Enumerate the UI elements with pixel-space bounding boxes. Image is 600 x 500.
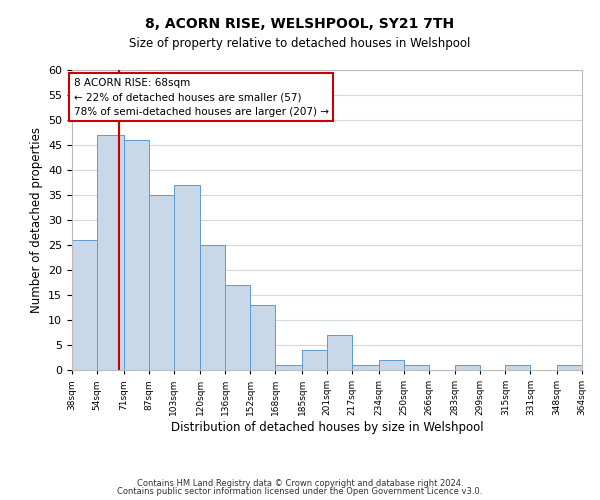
- Bar: [505, 365, 530, 370]
- Y-axis label: Number of detached properties: Number of detached properties: [29, 127, 43, 313]
- Bar: [327, 335, 352, 370]
- Bar: [557, 365, 582, 370]
- Bar: [149, 195, 173, 370]
- Bar: [302, 350, 327, 370]
- Bar: [124, 140, 149, 370]
- Bar: [97, 135, 124, 370]
- Bar: [404, 365, 428, 370]
- Bar: [200, 245, 226, 370]
- Bar: [72, 240, 97, 370]
- Bar: [173, 185, 200, 370]
- Bar: [455, 365, 481, 370]
- X-axis label: Distribution of detached houses by size in Welshpool: Distribution of detached houses by size …: [170, 421, 484, 434]
- Text: Size of property relative to detached houses in Welshpool: Size of property relative to detached ho…: [130, 38, 470, 51]
- Text: Contains public sector information licensed under the Open Government Licence v3: Contains public sector information licen…: [118, 487, 482, 496]
- Bar: [226, 285, 250, 370]
- Bar: [352, 365, 379, 370]
- Bar: [275, 365, 302, 370]
- Text: 8 ACORN RISE: 68sqm
← 22% of detached houses are smaller (57)
78% of semi-detach: 8 ACORN RISE: 68sqm ← 22% of detached ho…: [74, 78, 329, 117]
- Bar: [250, 305, 275, 370]
- Text: Contains HM Land Registry data © Crown copyright and database right 2024.: Contains HM Land Registry data © Crown c…: [137, 478, 463, 488]
- Bar: [379, 360, 404, 370]
- Text: 8, ACORN RISE, WELSHPOOL, SY21 7TH: 8, ACORN RISE, WELSHPOOL, SY21 7TH: [145, 18, 455, 32]
